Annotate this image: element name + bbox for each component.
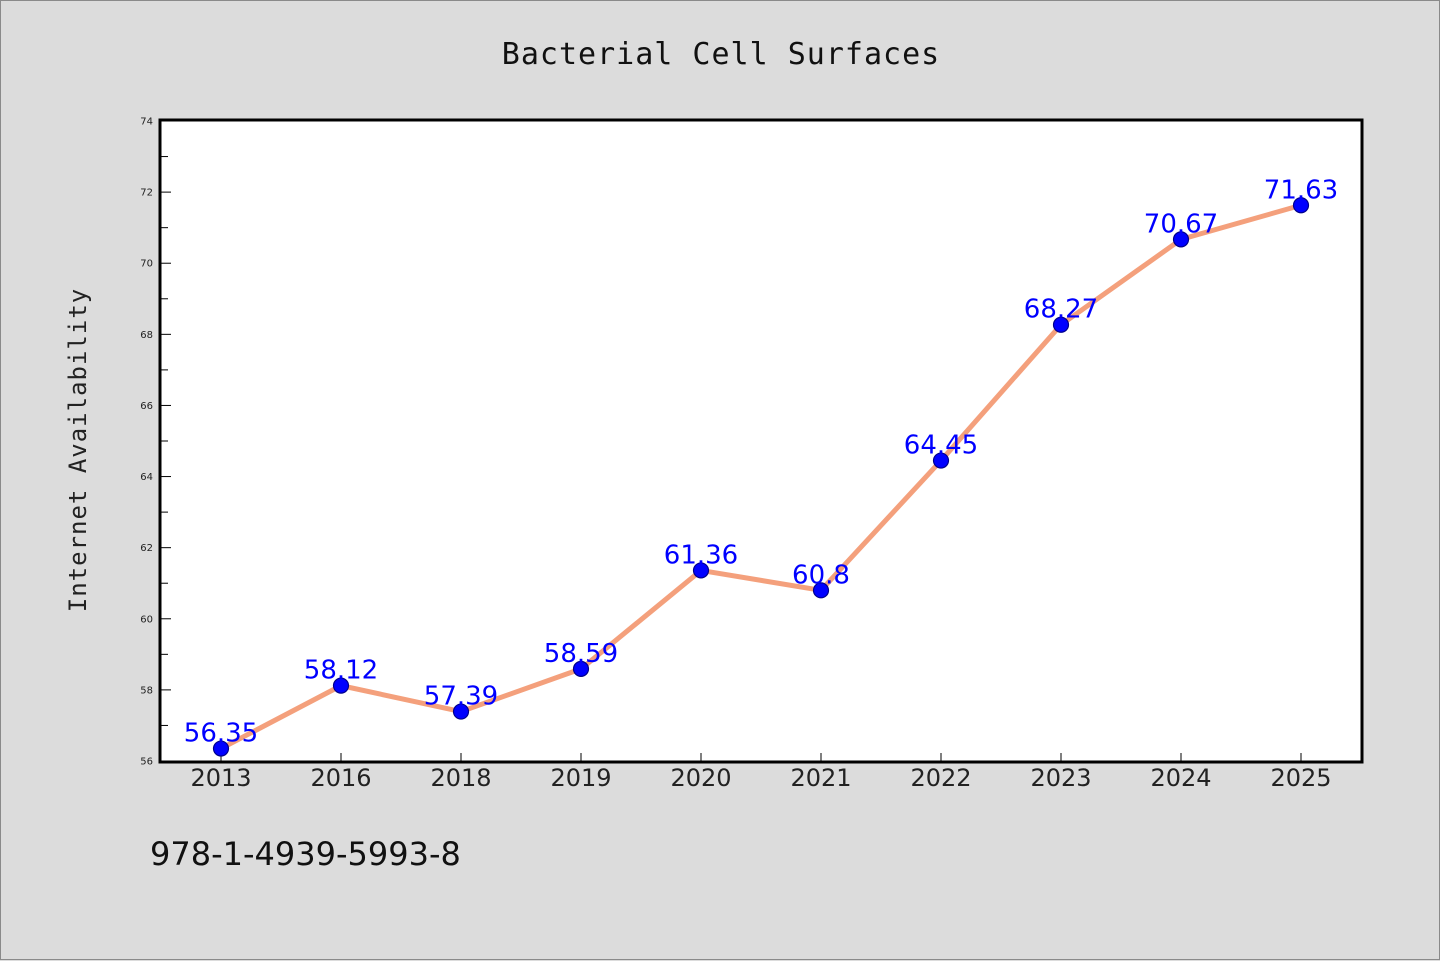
isbn-text: 978-1-4939-5993-8 (150, 835, 461, 873)
x-tick-label: 2024 (1150, 764, 1211, 792)
x-tick-label: 2019 (550, 764, 611, 792)
x-tick-label: 2020 (670, 764, 731, 792)
x-tick-label: 2025 (1270, 764, 1331, 792)
x-tick-label: 2013 (190, 764, 251, 792)
data-point (212, 740, 230, 757)
y-tick-label: 72 (140, 188, 153, 199)
x-tick-label: 2023 (1030, 764, 1091, 792)
series-line-group (218, 202, 1304, 752)
y-axis-label: Internet Availability (64, 288, 92, 612)
x-tick-label: 2016 (310, 764, 371, 792)
data-point (932, 452, 950, 469)
y-tick-label: 70 (140, 259, 153, 270)
y-tick-label: 62 (140, 543, 153, 554)
x-tick-label: 2018 (430, 764, 491, 792)
x-tick-label: 2021 (790, 764, 851, 792)
data-label: 61.36 (664, 540, 738, 570)
y-tick-label: 56 (140, 757, 153, 768)
data-point (812, 582, 830, 599)
data-label: 57.39 (424, 682, 498, 712)
y-tick-label: 60 (140, 614, 153, 625)
data-labels-group: 56.35 58.12 57.39 58.59 61.36 60.8 64.45 68.27 7… (184, 175, 1338, 748)
data-label: 71.63 (1264, 175, 1338, 205)
data-label: 56.35 (184, 719, 258, 749)
data-point (1172, 231, 1190, 248)
y-tick-label: 58 (140, 685, 153, 696)
x-axis: 2013 2016 2018 2019 2020 2021 2022 2023 2024 2025 (190, 753, 1332, 792)
data-label: 58.59 (544, 639, 618, 669)
data-point (1292, 197, 1310, 214)
data-label: 64.45 (904, 431, 978, 461)
data-label: 70.67 (1144, 209, 1218, 239)
series-line (218, 202, 1304, 752)
data-point (452, 703, 470, 720)
y-tick-label: 68 (140, 330, 153, 341)
data-point (1052, 316, 1070, 333)
markers-group (212, 197, 1310, 757)
x-tick-label: 2022 (910, 764, 971, 792)
data-label: 58.12 (304, 656, 378, 686)
y-tick-label: 66 (140, 401, 153, 412)
chart-title: Bacterial Cell Surfaces (502, 37, 940, 72)
y-axis: 56 58 60 62 64 66 68 70 72 74 (140, 117, 171, 768)
data-label: 60.8 (792, 560, 850, 590)
y-tick-label: 74 (140, 117, 153, 128)
y-tick-label: 64 (140, 472, 153, 483)
data-point (692, 562, 710, 579)
data-label: 68.27 (1024, 295, 1098, 325)
data-point (332, 677, 350, 694)
plot-area (158, 118, 1364, 764)
data-point (572, 660, 590, 678)
